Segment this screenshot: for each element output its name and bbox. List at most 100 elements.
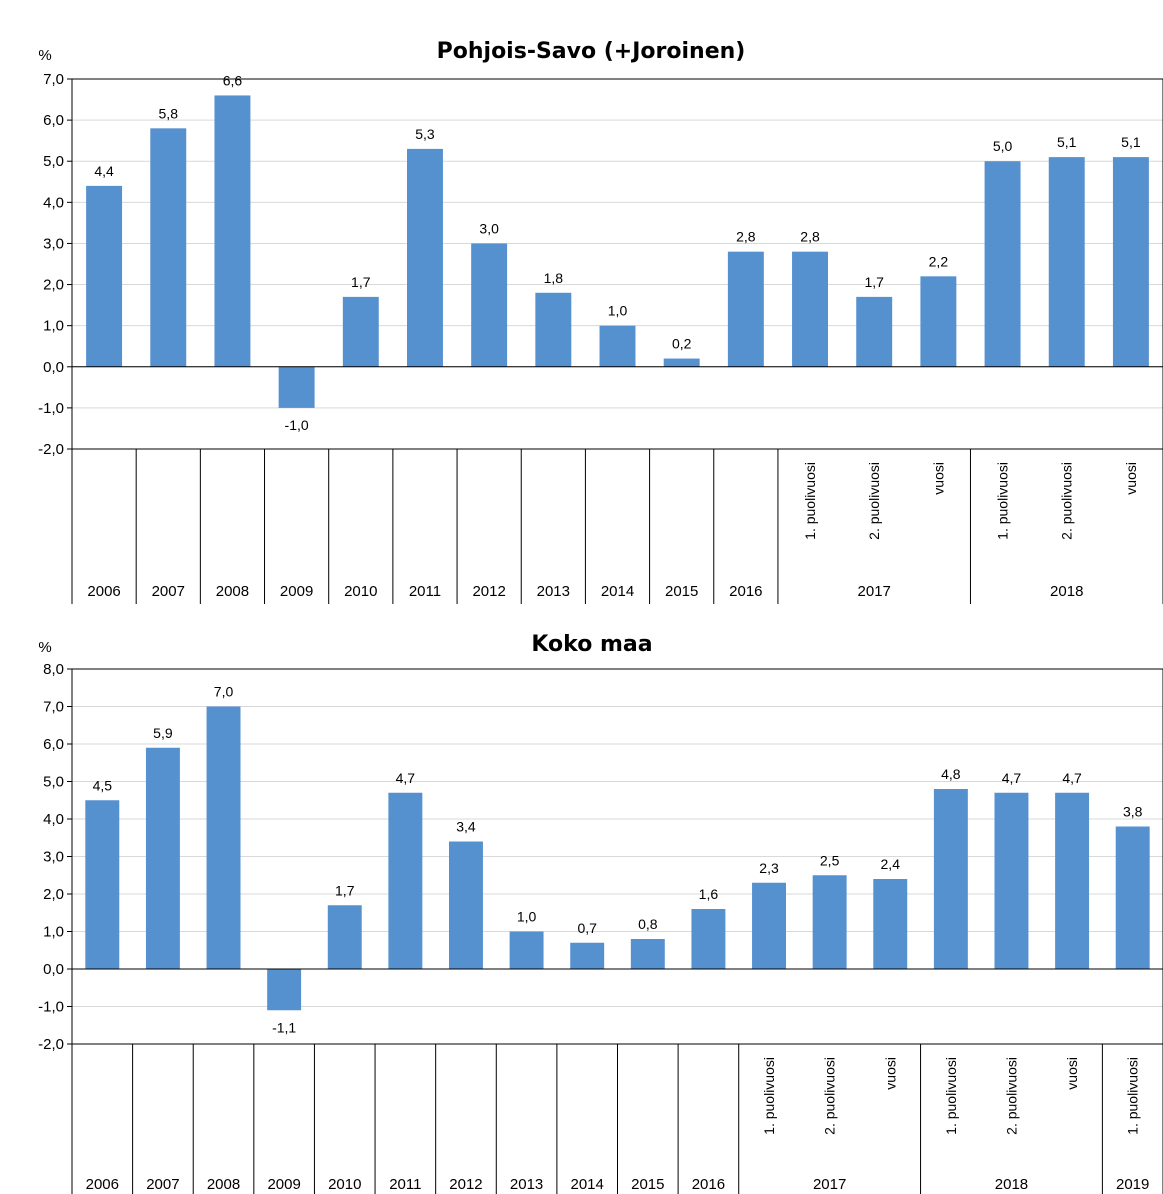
y-tick-label: 3,0 — [43, 849, 64, 866]
bar — [388, 792, 423, 969]
bar — [984, 161, 1021, 367]
data-label: 5,9 — [153, 725, 173, 741]
y-tick-label: -1,0 — [38, 400, 64, 417]
bar — [214, 95, 251, 367]
category-label: 2009 — [267, 1176, 300, 1193]
data-label: 5,8 — [159, 105, 179, 121]
data-label: 5,0 — [993, 138, 1013, 154]
category-label: 2016 — [729, 583, 762, 600]
y-tick-label: 6,0 — [43, 112, 64, 129]
bar — [570, 942, 605, 969]
data-label: 6,6 — [223, 72, 243, 88]
chart-title: Pohjois-Savo (+Joroinen) — [437, 39, 746, 64]
bar — [812, 875, 847, 969]
bar — [752, 882, 786, 969]
subcategory-label: 1. puolivuosi — [995, 462, 1011, 540]
bar — [1112, 157, 1149, 367]
data-label: 1,7 — [335, 882, 355, 898]
data-label: 2,8 — [736, 229, 756, 245]
y-tick-label: 3,0 — [43, 235, 64, 252]
category-label: 2013 — [510, 1176, 543, 1193]
category-label: 2009 — [280, 583, 313, 600]
bar — [1048, 157, 1085, 367]
y-tick-label: 1,0 — [43, 924, 64, 941]
category-label: 2006 — [87, 583, 120, 600]
y-axis-unit: % — [38, 47, 51, 64]
bar — [85, 800, 120, 969]
chart-pohjois-savo: Pohjois-Savo (+Joroinen)% -2,0 -1,0 0,0 1,0 2… — [38, 39, 1163, 604]
category-label: 2007 — [146, 1176, 179, 1193]
bar — [509, 931, 544, 969]
y-tick-label: 5,0 — [43, 153, 64, 170]
y-tick-label: -2,0 — [38, 441, 64, 458]
y-tick-label: 8,0 — [43, 661, 64, 678]
subcategory-label: vuosi — [1123, 462, 1139, 495]
chart-pohjois-savo-svg: Pohjois-Savo (+Joroinen)% -2,0 -1,0 0,0 1,0 2… — [38, 39, 1163, 604]
bar — [449, 841, 483, 969]
subcategory-label: 2. puolivuosi — [1059, 462, 1075, 540]
bar — [1055, 792, 1090, 969]
bar — [994, 792, 1029, 969]
category-label: 2012 — [449, 1176, 482, 1193]
category-label: 2008 — [207, 1176, 240, 1193]
category-label: 2006 — [86, 1176, 119, 1193]
group-label: 2018 — [1050, 583, 1083, 600]
data-label: 5,3 — [415, 126, 435, 142]
chart-title: Koko maa — [531, 632, 652, 657]
y-tick-label: 7,0 — [43, 71, 64, 88]
bar — [86, 185, 123, 367]
bar — [407, 148, 443, 367]
y-tick-label: 6,0 — [43, 736, 64, 753]
data-label: -1,1 — [272, 1019, 296, 1035]
group-label: 2018 — [995, 1176, 1028, 1193]
data-label: 4,4 — [94, 163, 114, 179]
bar — [873, 879, 908, 969]
data-label: 1,7 — [351, 274, 371, 290]
subcategory-label: 1. puolivuosi — [802, 462, 818, 540]
group-label: 2017 — [813, 1176, 846, 1193]
chart-koko-maa-svg: Koko maa% -2,0 -1,0 0,0 1,0 2,0 3,0 4,0 5,0 6,0 7,… — [38, 632, 1163, 1194]
y-tick-label: -1,0 — [38, 999, 64, 1016]
data-label: 1,0 — [517, 909, 537, 925]
category-label: 2016 — [692, 1176, 725, 1193]
data-label: 1,7 — [864, 274, 884, 290]
data-label: 3,4 — [456, 819, 476, 835]
bar — [663, 358, 700, 367]
data-label: 3,0 — [479, 220, 499, 236]
bar — [267, 969, 302, 1011]
data-label: 0,8 — [638, 916, 658, 932]
y-tick-label: 0,0 — [43, 961, 64, 978]
data-label: 2,4 — [881, 856, 901, 872]
data-label: 4,8 — [941, 766, 961, 782]
subcategory-label: vuosi — [882, 1057, 898, 1090]
y-tick-label: 5,0 — [43, 774, 64, 791]
bar — [792, 251, 828, 367]
data-label: 7,0 — [214, 684, 234, 700]
subcategory-label: vuosi — [1064, 1057, 1080, 1090]
bar — [278, 366, 315, 408]
subcategory-label: 1. puolivuosi — [1125, 1057, 1141, 1135]
category-label: 2011 — [409, 583, 441, 600]
data-label: 2,8 — [800, 229, 820, 245]
bar — [691, 909, 726, 969]
data-label: 4,7 — [1062, 770, 1082, 786]
bar — [920, 276, 957, 367]
subcategory-label: 2. puolivuosi — [866, 462, 882, 540]
y-tick-label: 1,0 — [43, 318, 64, 335]
category-label: 2011 — [389, 1176, 421, 1193]
data-label: 5,1 — [1057, 134, 1077, 150]
category-label: 2010 — [328, 1176, 361, 1193]
data-label: 0,2 — [672, 336, 692, 352]
y-tick-label: 0,0 — [43, 359, 64, 376]
subcategory-label: 1. puolivuosi — [943, 1057, 959, 1135]
y-tick-label: 4,0 — [43, 811, 64, 828]
y-tick-label: 7,0 — [43, 699, 64, 716]
bar — [535, 292, 572, 367]
plot-area-border — [71, 78, 1163, 450]
bar — [1115, 826, 1150, 969]
y-axis-unit: % — [38, 639, 51, 656]
data-label: 4,7 — [1002, 770, 1022, 786]
data-label: 4,7 — [396, 770, 416, 786]
group-label: 2017 — [858, 583, 891, 600]
y-tick-label: 2,0 — [43, 886, 64, 903]
